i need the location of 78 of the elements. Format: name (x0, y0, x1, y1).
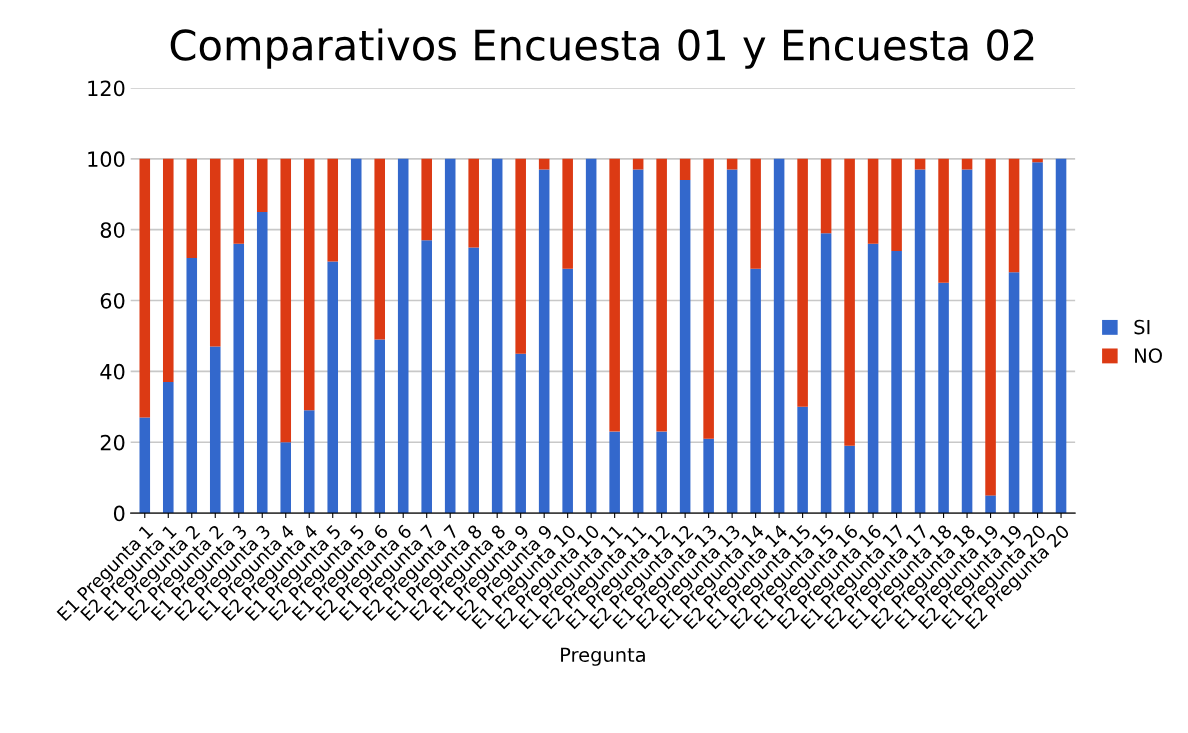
bar (656, 431, 667, 514)
bar (1008, 272, 1020, 514)
bar (820, 158, 832, 234)
bar (679, 180, 691, 514)
bar (985, 158, 996, 496)
bar (374, 339, 385, 514)
bar (632, 169, 644, 514)
bar (468, 247, 479, 514)
y-tick-label: 120 (88, 80, 125, 97)
bar (1032, 162, 1043, 514)
bar (468, 158, 479, 248)
bar (914, 169, 926, 514)
bar (703, 158, 714, 439)
bar (139, 158, 151, 418)
bar (139, 417, 151, 514)
bar (350, 158, 362, 514)
bar (891, 250, 902, 514)
bar (797, 158, 808, 407)
bar (656, 158, 667, 432)
y-tick-label: 0 (113, 505, 125, 522)
bar (985, 495, 996, 514)
bar (303, 158, 315, 411)
bar (209, 346, 221, 514)
bar (609, 431, 620, 514)
bar (233, 158, 245, 244)
bar (1008, 158, 1020, 273)
bar (773, 158, 785, 514)
bar (256, 158, 268, 212)
legend-label: NO (1135, 348, 1162, 363)
bar (327, 158, 339, 262)
bar (538, 169, 550, 514)
bar (961, 169, 973, 514)
bar (162, 382, 174, 514)
bar (585, 158, 597, 514)
bar (726, 169, 738, 514)
legend-label: SI (1134, 319, 1150, 335)
bar (233, 243, 245, 514)
bar (609, 158, 620, 432)
bar (162, 158, 174, 383)
bar (515, 158, 526, 354)
bar (444, 158, 456, 514)
bar (844, 445, 855, 514)
bar (303, 410, 315, 514)
y-tick-label: 100 (88, 151, 125, 168)
bar (820, 233, 832, 514)
bar (562, 268, 573, 514)
bar (750, 158, 761, 269)
bar (491, 158, 503, 514)
bar (256, 211, 268, 514)
bar (891, 158, 902, 251)
bar (209, 158, 221, 347)
bar (750, 268, 761, 514)
y-tick-label: 80 (100, 222, 125, 238)
bar (867, 243, 879, 514)
bar (1055, 158, 1067, 514)
bar (867, 158, 879, 244)
bar (421, 240, 432, 514)
bar (374, 158, 385, 340)
bar (421, 158, 432, 241)
bar (515, 353, 526, 514)
bar (327, 261, 339, 514)
bar (186, 258, 198, 514)
bar (844, 158, 855, 446)
bar (703, 438, 714, 514)
bar (280, 158, 292, 443)
bar (797, 406, 808, 514)
bar (186, 158, 198, 259)
bar (397, 158, 409, 514)
bar (938, 282, 949, 514)
bar (938, 158, 949, 283)
y-tick-label: 20 (100, 434, 125, 451)
y-tick-label: 60 (100, 292, 125, 309)
x-axis-title: Pregunta (561, 647, 645, 666)
bar (280, 442, 292, 514)
bar (562, 158, 573, 269)
y-tick-label: 40 (100, 363, 125, 380)
chart-title: Comparativos Encuesta 01 y Encuesta 02 (170, 28, 1034, 69)
bar (679, 158, 691, 181)
